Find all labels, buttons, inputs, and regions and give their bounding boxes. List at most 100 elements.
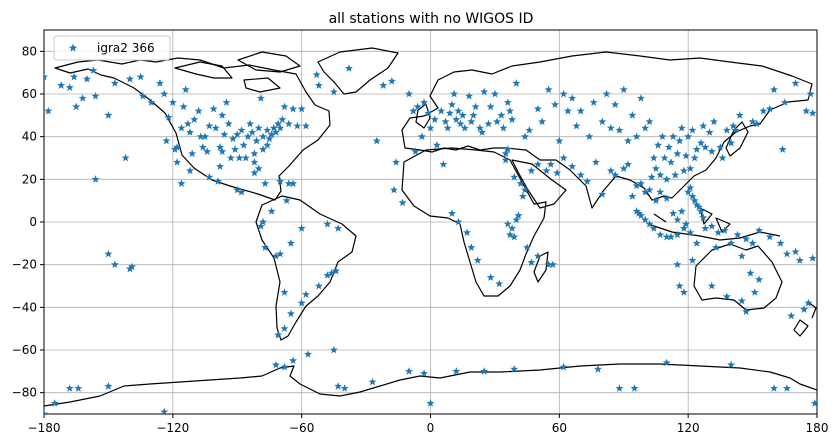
station-marker — [340, 384, 349, 392]
station-marker — [70, 72, 79, 81]
station-marker — [413, 102, 422, 111]
coastlines — [44, 47, 817, 407]
station-marker — [750, 288, 759, 296]
x-tick-label: 0 — [427, 421, 435, 435]
station-marker — [551, 100, 560, 109]
station-marker — [686, 228, 695, 237]
station-marker — [293, 121, 302, 130]
station-marker — [645, 117, 654, 126]
station-marker — [525, 126, 534, 134]
station-marker — [656, 170, 665, 179]
station-marker — [765, 232, 774, 241]
station-marker — [675, 281, 684, 290]
station-marker — [74, 384, 83, 392]
station-marker — [65, 83, 74, 91]
station-marker — [334, 382, 343, 390]
station-marker — [662, 358, 671, 367]
station-marker — [770, 85, 779, 94]
station-marker — [559, 362, 568, 371]
station-marker — [110, 260, 119, 269]
station-marker — [263, 141, 272, 149]
station-marker — [810, 399, 817, 407]
station-marker — [686, 164, 695, 173]
station-marker — [276, 249, 285, 258]
station-marker — [91, 91, 100, 100]
y-tick-label: −20 — [12, 258, 37, 272]
station-marker — [467, 243, 476, 251]
station-marker — [682, 219, 691, 228]
station-marker — [78, 94, 87, 102]
station-marker — [162, 136, 171, 145]
station-marker — [669, 132, 678, 141]
station-marker — [673, 215, 682, 224]
station-marker — [186, 166, 195, 175]
station-marker — [250, 149, 259, 158]
y-tick-label: 40 — [22, 130, 37, 144]
station-marker — [65, 384, 74, 392]
station-marker — [289, 179, 298, 187]
station-marker — [677, 207, 686, 215]
station-marker — [278, 115, 287, 123]
station-marker — [699, 213, 708, 222]
station-marker — [516, 179, 525, 187]
station-marker — [216, 143, 225, 151]
station-marker — [606, 123, 615, 132]
station-marker — [742, 307, 751, 315]
station-marker — [259, 217, 268, 226]
station-marker — [186, 128, 195, 136]
station-marker — [727, 239, 736, 247]
station-marker — [512, 79, 521, 87]
station-marker — [544, 260, 553, 269]
station-marker — [233, 185, 242, 194]
station-marker — [619, 164, 628, 173]
coast-south-america — [255, 195, 357, 341]
station-marker — [222, 98, 231, 106]
station-marker — [712, 243, 721, 251]
station-marker — [486, 102, 495, 111]
station-marker — [89, 66, 98, 74]
station-marker — [782, 384, 791, 392]
station-marker — [104, 382, 113, 390]
station-marker — [297, 224, 306, 232]
station-marker — [259, 145, 268, 153]
station-marker — [697, 207, 706, 215]
station-marker — [602, 89, 611, 98]
station-marker — [261, 179, 270, 187]
station-marker — [170, 145, 179, 153]
coast-australia — [693, 243, 783, 311]
station-marker — [697, 138, 706, 147]
station-marker — [568, 94, 577, 102]
station-marker — [630, 384, 639, 392]
station-marker — [271, 360, 280, 369]
station-marker — [716, 143, 725, 151]
station-marker — [533, 160, 542, 168]
station-marker — [503, 145, 512, 153]
station-marker — [795, 256, 804, 264]
station-marker — [765, 104, 774, 113]
station-marker — [520, 185, 529, 194]
station-marker — [510, 365, 519, 373]
legend-star-icon — [68, 43, 78, 52]
station-marker — [276, 123, 285, 132]
station-marker — [527, 258, 536, 266]
station-marker — [198, 143, 207, 151]
station-marker — [289, 104, 298, 113]
y-tick-label: 20 — [22, 172, 37, 186]
station-marker — [636, 94, 645, 102]
station-marker — [699, 121, 708, 130]
station-marker — [645, 185, 654, 194]
station-marker — [160, 407, 169, 414]
station-marker — [233, 130, 242, 138]
station-marker — [327, 269, 336, 277]
station-marker — [44, 409, 48, 414]
station-marker — [499, 123, 508, 132]
station-marker — [417, 132, 426, 141]
station-marker — [289, 356, 298, 365]
station-marker — [57, 81, 66, 89]
station-marker — [559, 89, 568, 98]
x-tick-label: −120 — [156, 421, 189, 435]
station-marker — [179, 102, 188, 111]
station-marker — [420, 369, 429, 377]
station-marker — [649, 224, 658, 232]
